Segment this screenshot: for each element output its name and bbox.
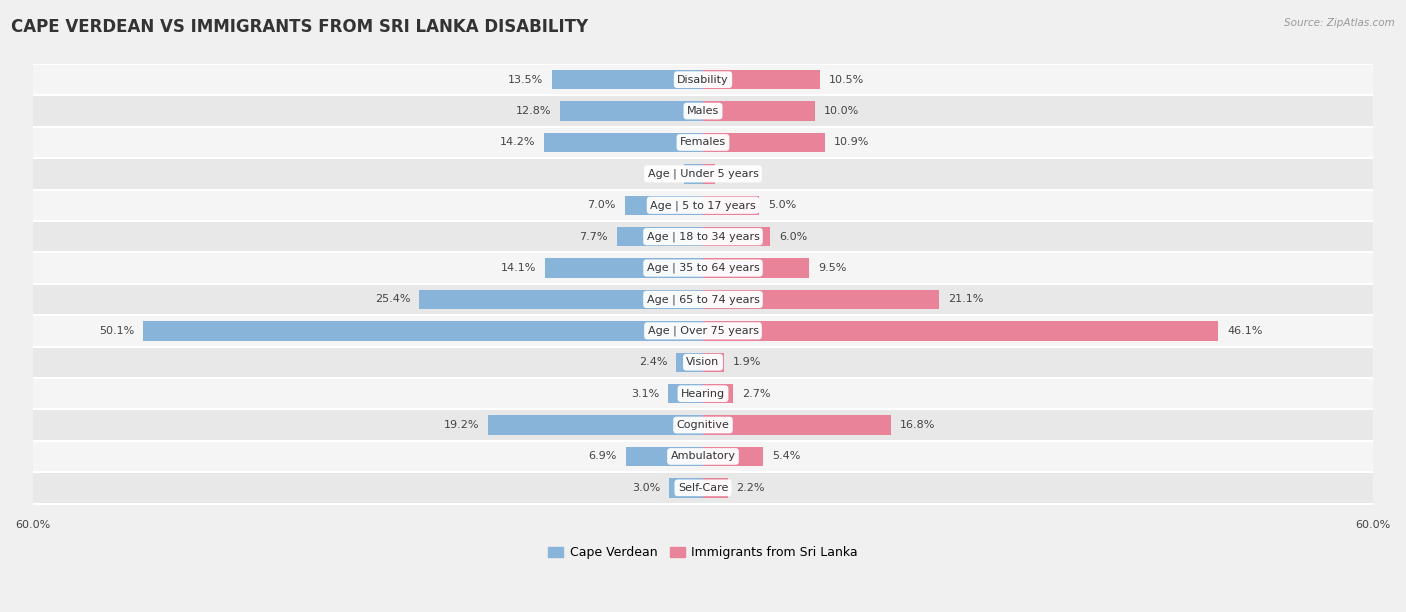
Text: 2.2%: 2.2%	[737, 483, 765, 493]
Text: 2.7%: 2.7%	[742, 389, 770, 398]
Bar	[683, 164, 703, 184]
Text: 5.0%: 5.0%	[768, 200, 796, 211]
Text: 2.4%: 2.4%	[638, 357, 668, 367]
Text: 25.4%: 25.4%	[375, 294, 411, 304]
Text: Disability: Disability	[678, 75, 728, 84]
Bar	[546, 258, 703, 278]
Bar	[624, 195, 703, 215]
Text: 6.9%: 6.9%	[589, 452, 617, 461]
Bar	[419, 289, 703, 309]
Text: 13.5%: 13.5%	[508, 75, 543, 84]
Text: 9.5%: 9.5%	[818, 263, 846, 273]
Text: 12.8%: 12.8%	[516, 106, 551, 116]
Text: Males: Males	[688, 106, 718, 116]
Bar	[703, 416, 891, 435]
Bar	[703, 227, 770, 247]
Bar	[703, 289, 939, 309]
Text: Age | 18 to 34 years: Age | 18 to 34 years	[647, 231, 759, 242]
Bar	[553, 70, 703, 89]
Text: 5.4%: 5.4%	[772, 452, 800, 461]
Bar	[703, 321, 1218, 341]
Text: 50.1%: 50.1%	[98, 326, 135, 336]
Bar	[560, 102, 703, 121]
Bar	[143, 321, 703, 341]
Bar	[703, 102, 814, 121]
Text: Age | Over 75 years: Age | Over 75 years	[648, 326, 758, 336]
Text: 6.0%: 6.0%	[779, 232, 807, 242]
Bar	[32, 284, 1374, 315]
Bar	[703, 133, 825, 152]
Bar	[32, 158, 1374, 190]
Text: 10.9%: 10.9%	[834, 138, 869, 147]
Text: Females: Females	[681, 138, 725, 147]
Bar	[32, 221, 1374, 252]
Text: 1.1%: 1.1%	[724, 169, 752, 179]
Bar	[32, 95, 1374, 127]
Text: 16.8%: 16.8%	[900, 420, 935, 430]
Bar	[32, 472, 1374, 504]
Bar	[703, 478, 727, 498]
Bar	[626, 447, 703, 466]
Bar	[703, 70, 820, 89]
Bar	[703, 353, 724, 372]
Text: 21.1%: 21.1%	[948, 294, 983, 304]
Text: Source: ZipAtlas.com: Source: ZipAtlas.com	[1284, 18, 1395, 28]
Text: 10.0%: 10.0%	[824, 106, 859, 116]
Text: 3.1%: 3.1%	[631, 389, 659, 398]
Bar	[32, 409, 1374, 441]
Text: 7.0%: 7.0%	[588, 200, 616, 211]
Text: Age | 35 to 64 years: Age | 35 to 64 years	[647, 263, 759, 274]
Text: CAPE VERDEAN VS IMMIGRANTS FROM SRI LANKA DISABILITY: CAPE VERDEAN VS IMMIGRANTS FROM SRI LANK…	[11, 18, 588, 36]
Text: 19.2%: 19.2%	[444, 420, 479, 430]
Text: Age | Under 5 years: Age | Under 5 years	[648, 168, 758, 179]
Text: 1.7%: 1.7%	[647, 169, 675, 179]
Bar	[703, 384, 733, 403]
Legend: Cape Verdean, Immigrants from Sri Lanka: Cape Verdean, Immigrants from Sri Lanka	[543, 541, 863, 564]
Text: Ambulatory: Ambulatory	[671, 452, 735, 461]
Bar	[669, 478, 703, 498]
Text: 3.0%: 3.0%	[633, 483, 661, 493]
Bar	[32, 378, 1374, 409]
Bar	[703, 258, 808, 278]
Text: Hearing: Hearing	[681, 389, 725, 398]
Text: Self-Care: Self-Care	[678, 483, 728, 493]
Bar	[668, 384, 703, 403]
Bar	[32, 441, 1374, 472]
Bar	[32, 64, 1374, 95]
Bar	[488, 416, 703, 435]
Text: 14.1%: 14.1%	[501, 263, 537, 273]
Text: Age | 65 to 74 years: Age | 65 to 74 years	[647, 294, 759, 305]
Text: 1.9%: 1.9%	[733, 357, 762, 367]
Bar	[32, 315, 1374, 346]
Text: Age | 5 to 17 years: Age | 5 to 17 years	[650, 200, 756, 211]
Bar	[676, 353, 703, 372]
Bar	[32, 252, 1374, 284]
Bar	[703, 164, 716, 184]
Bar	[32, 346, 1374, 378]
Bar	[703, 447, 763, 466]
Bar	[32, 127, 1374, 158]
Bar	[32, 190, 1374, 221]
Text: 14.2%: 14.2%	[501, 138, 536, 147]
Bar	[617, 227, 703, 247]
Text: Cognitive: Cognitive	[676, 420, 730, 430]
Bar	[703, 195, 759, 215]
Text: 46.1%: 46.1%	[1227, 326, 1263, 336]
Text: Vision: Vision	[686, 357, 720, 367]
Bar	[544, 133, 703, 152]
Text: 10.5%: 10.5%	[830, 75, 865, 84]
Text: 7.7%: 7.7%	[579, 232, 607, 242]
